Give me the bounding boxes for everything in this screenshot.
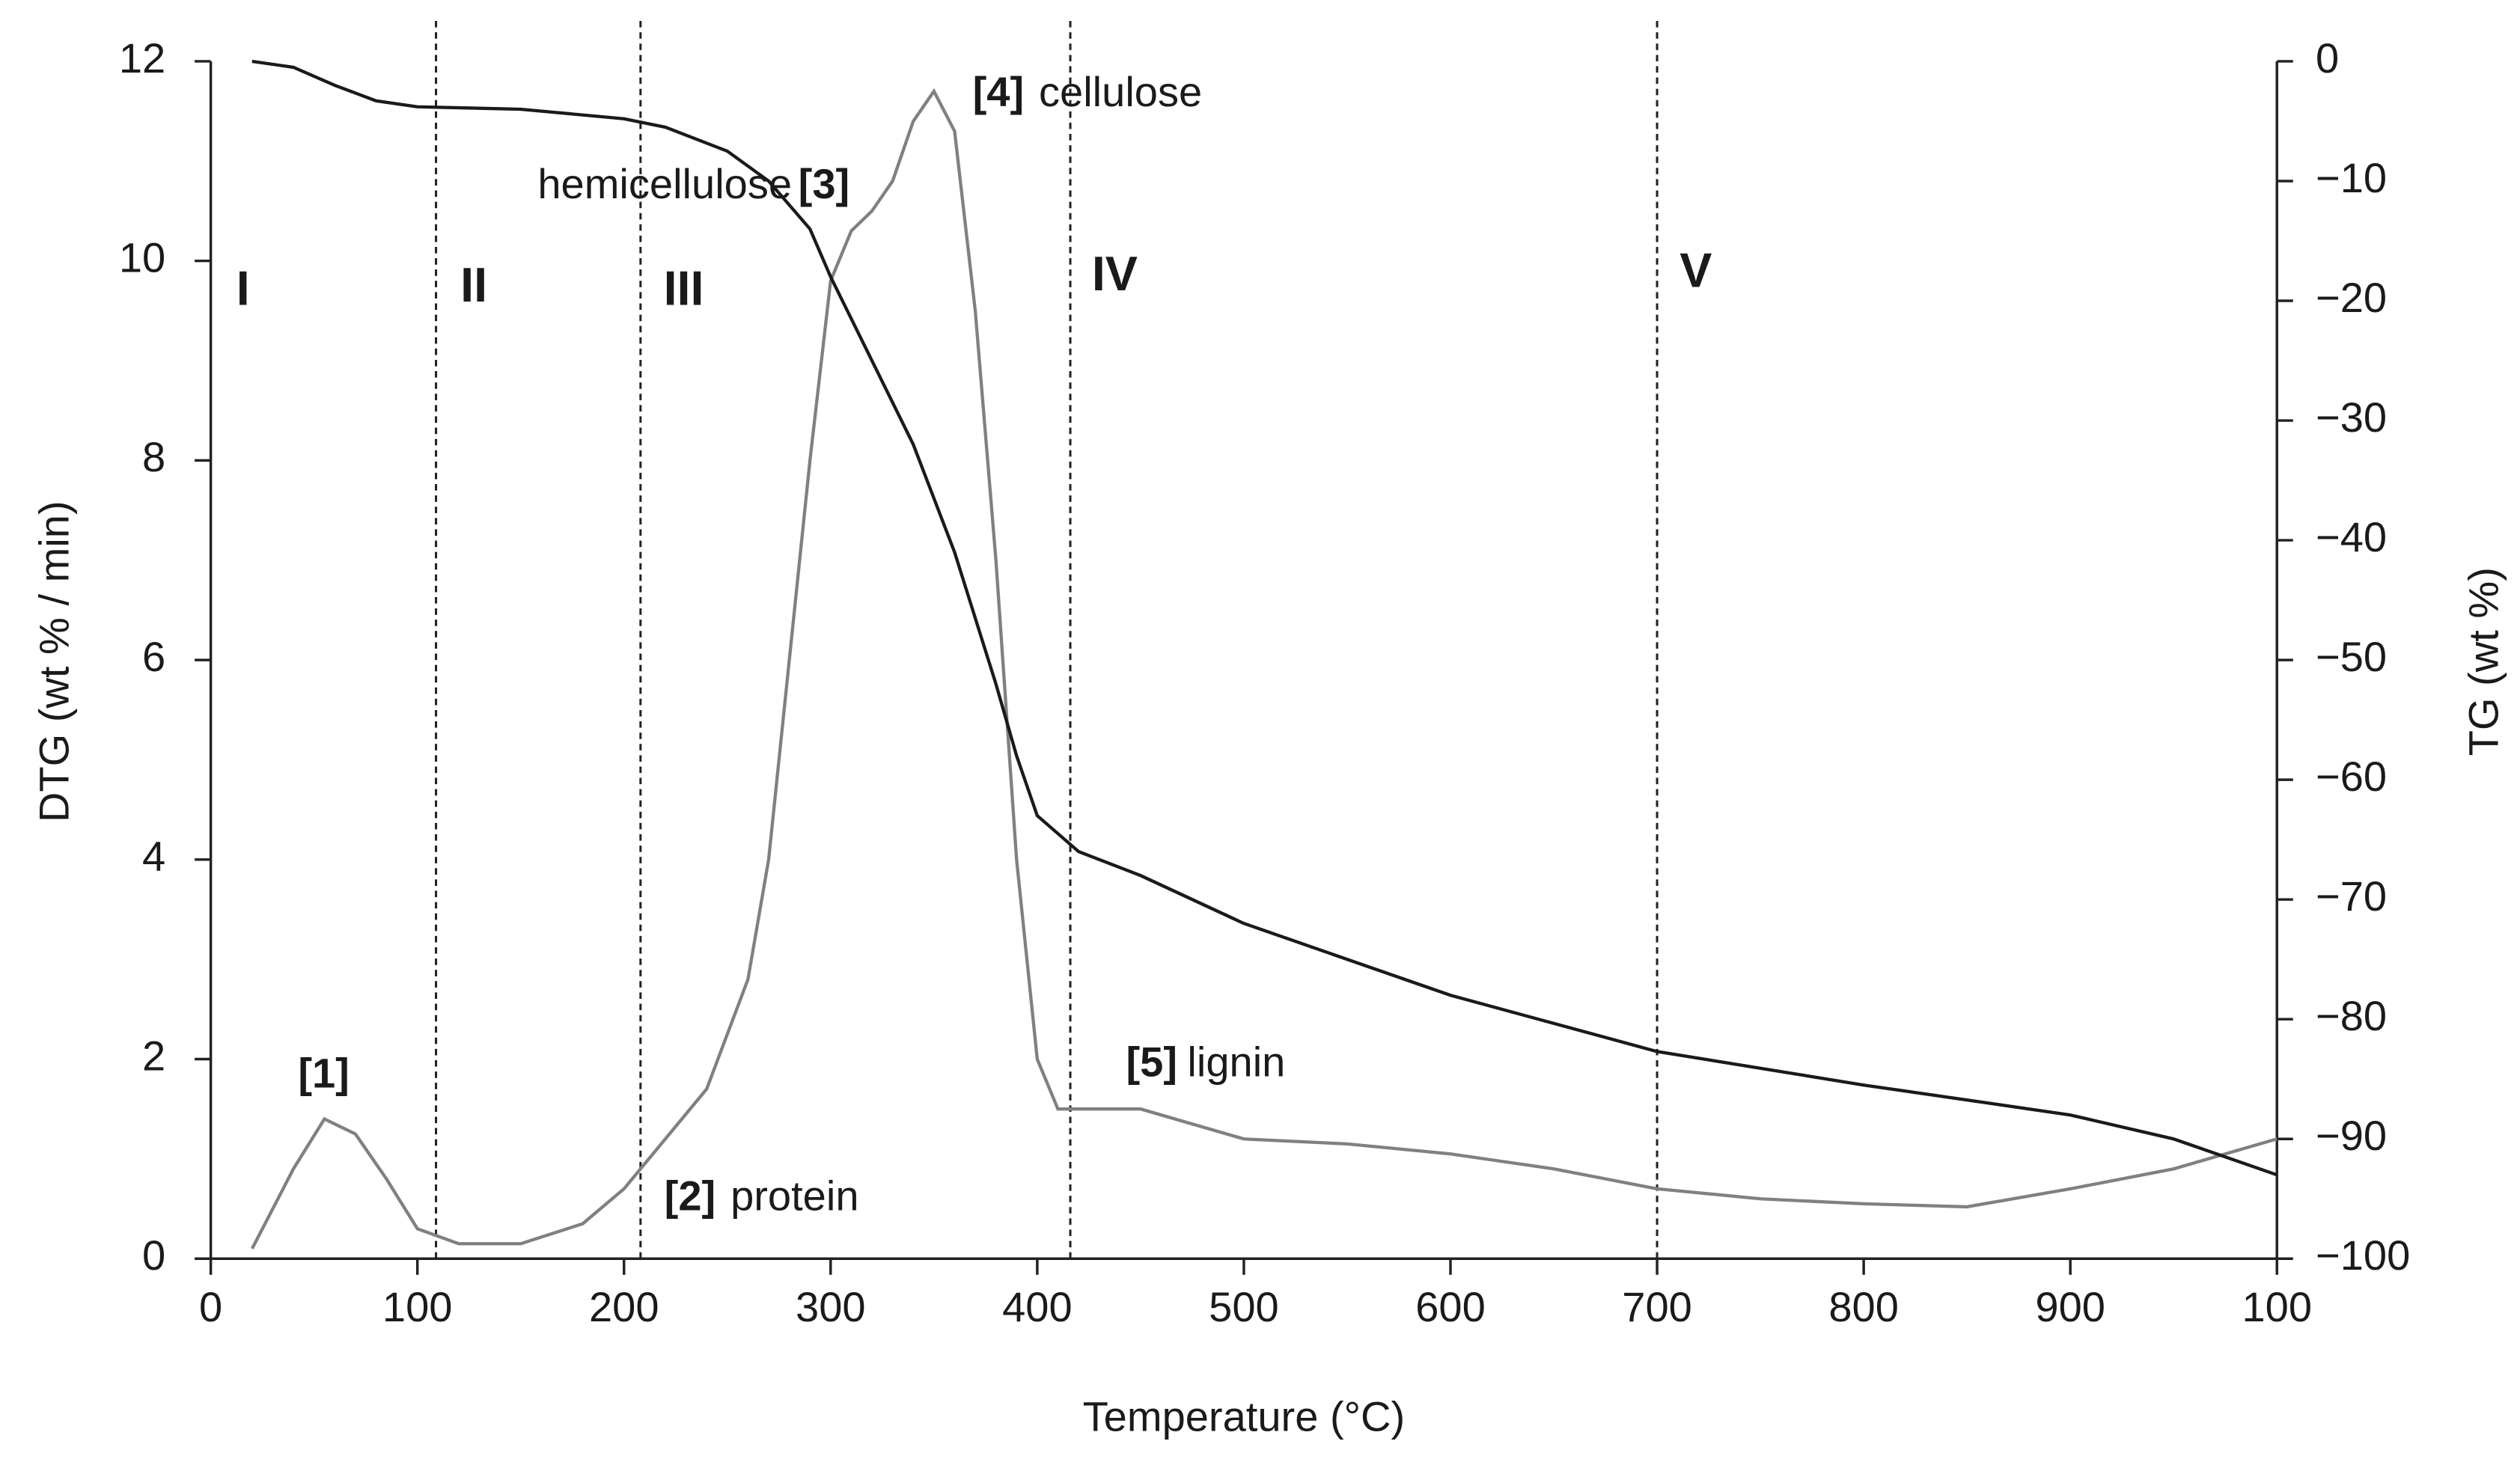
y2-axis-title: TG (wt %) <box>2459 567 2507 756</box>
region-label: II <box>460 257 487 312</box>
y-tick-label: 4 <box>142 833 165 880</box>
y2-tick-label: −100 <box>2316 1232 2410 1279</box>
annotation-text: hemicellulose <box>537 160 792 207</box>
x-tick-label: 700 <box>1622 1283 1692 1330</box>
annotation-text: protein <box>730 1172 858 1219</box>
series-line <box>251 59 2278 1177</box>
x-tick-label: 0 <box>199 1283 222 1330</box>
x-tick-label: 100 <box>2242 1283 2312 1330</box>
y-axis-title: DTG (wt % / min) <box>31 501 78 822</box>
region-label: I <box>237 260 250 315</box>
y-tick-label: 8 <box>142 433 165 480</box>
y2-tick-label: −80 <box>2316 992 2387 1039</box>
region-label: V <box>1680 243 1712 298</box>
y2-tick-label: −90 <box>2316 1112 2387 1159</box>
x-tick-label: 600 <box>1415 1283 1486 1330</box>
y-tick-label: 12 <box>119 34 165 82</box>
x-tick-label: 100 <box>382 1283 453 1330</box>
x-tick-label: 200 <box>589 1283 659 1330</box>
y2-tick-label: −60 <box>2316 753 2387 800</box>
y2-tick-label: −50 <box>2316 633 2387 680</box>
y-tick-label: 0 <box>142 1232 165 1279</box>
y2-tick-label: −10 <box>2316 154 2387 201</box>
annotation-label: [3] <box>799 160 850 207</box>
annotation-label: [4] <box>973 68 1025 115</box>
annotation-label: [1] <box>298 1049 350 1096</box>
region-label: III <box>664 260 704 315</box>
y2-tick-label: −30 <box>2316 394 2387 441</box>
y-tick-label: 10 <box>119 233 165 281</box>
x-axis-title: Temperature (°C) <box>1083 1393 1406 1440</box>
x-tick-label: 800 <box>1828 1283 1899 1330</box>
region-label: IV <box>1092 246 1138 301</box>
x-tick-label: 300 <box>796 1283 866 1330</box>
annotation-text: cellulose <box>1039 68 1202 115</box>
annotation-label: [5] <box>1126 1038 1177 1085</box>
y2-tick-label: 0 <box>2316 34 2339 82</box>
annotation-label: [2] <box>665 1172 716 1219</box>
y-tick-label: 2 <box>142 1032 165 1079</box>
y2-tick-label: −70 <box>2316 872 2387 920</box>
y2-tick-label: −20 <box>2316 274 2387 321</box>
y-tick-label: 6 <box>142 633 165 680</box>
annotation-text: lignin <box>1187 1038 1285 1085</box>
x-tick-label: 400 <box>1002 1283 1073 1330</box>
x-tick-label: 900 <box>2035 1283 2105 1330</box>
y2-tick-label: −40 <box>2316 513 2387 560</box>
series-line <box>250 88 2278 1250</box>
x-tick-label: 500 <box>1209 1283 1279 1330</box>
